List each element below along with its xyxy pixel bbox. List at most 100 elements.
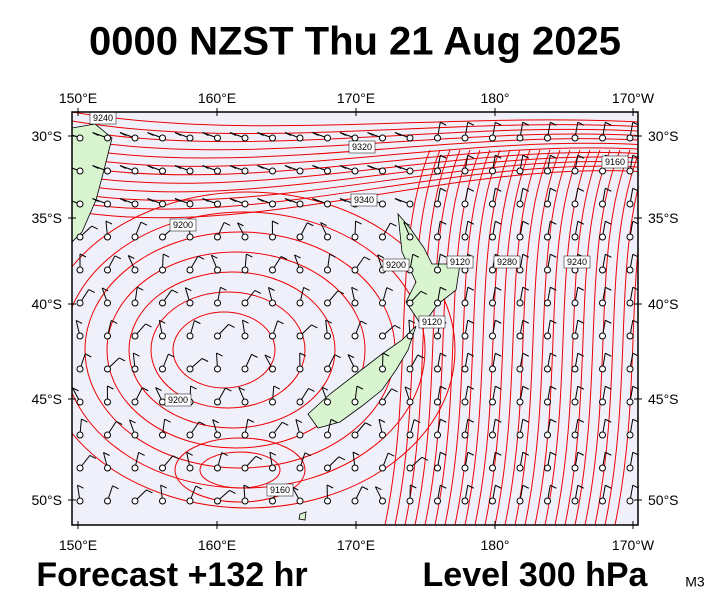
wind-barb-flag (440, 220, 447, 225)
station (214, 332, 221, 340)
station (379, 167, 386, 175)
wind-barb-flag (162, 253, 170, 258)
contour-label: 9240 (567, 257, 587, 267)
contour-label-box (164, 393, 192, 407)
wind-barb-flag (522, 286, 530, 291)
wind-barb-flag (329, 253, 336, 258)
station (434, 200, 441, 208)
wind-barb-flag (394, 324, 401, 329)
contour-label: 9340 (354, 195, 374, 205)
station (571, 200, 579, 208)
wind-barb-flag (312, 165, 319, 169)
station (461, 332, 469, 340)
wind-barb-flag (550, 385, 557, 390)
wind-barb-flag (185, 287, 192, 292)
station (76, 299, 84, 307)
station (379, 200, 386, 208)
station (571, 134, 579, 142)
station (516, 497, 524, 505)
wind-barb-flag (577, 286, 585, 291)
lat-label: 30°S (31, 128, 62, 144)
station (379, 365, 386, 373)
wind-barb-flag (577, 154, 585, 159)
wind-barb-flag (495, 418, 502, 423)
station (516, 167, 524, 175)
station (571, 233, 579, 241)
contour (554, 149, 601, 525)
station (296, 299, 304, 307)
title: 0000 NZST Thu 21 Aug 2025 (89, 20, 621, 64)
contour-label: 9240 (93, 113, 113, 123)
wind-barb-flag (387, 452, 395, 457)
wind-barb-flag (522, 187, 530, 192)
wind-barb-flag (128, 255, 135, 259)
station (269, 497, 276, 505)
station (269, 398, 276, 406)
station (104, 134, 111, 142)
station (434, 365, 441, 373)
station (434, 167, 441, 175)
station (269, 365, 276, 373)
wind-barb-flag (605, 319, 612, 324)
wind-barb-flag (495, 352, 502, 357)
wind-barb-flag (495, 187, 502, 192)
contour (394, 149, 441, 525)
wind-barb-flag (363, 256, 371, 261)
wind-barb-flag (347, 354, 355, 359)
wind-barb-flag (92, 198, 99, 202)
wind-barb-flag (605, 484, 612, 489)
station (351, 365, 359, 373)
station (379, 431, 386, 439)
contour (72, 147, 638, 176)
station (406, 299, 414, 307)
lon-label: 160°E (198, 537, 236, 553)
station (296, 398, 304, 406)
station (104, 464, 111, 472)
station (571, 464, 579, 472)
wind-barb-flag (440, 121, 447, 126)
station (461, 299, 469, 307)
wind-barb-flag (77, 484, 84, 489)
wind-barb-flag (221, 452, 228, 457)
wind-barb-flag (330, 418, 338, 423)
wind-barb-flag (522, 253, 530, 258)
station (461, 365, 469, 373)
station (296, 365, 304, 373)
wind-barb-flag (337, 290, 345, 295)
wind-barb-flag (115, 421, 123, 425)
station (516, 233, 524, 241)
station (324, 431, 331, 439)
wind-barb-flag (351, 286, 358, 291)
station (76, 365, 84, 373)
contour-label-box (348, 140, 376, 154)
wind-barb-flag (550, 352, 557, 357)
wind-barb-flag (410, 484, 417, 489)
wind-barb-flag (325, 319, 332, 324)
station (544, 497, 551, 505)
wind-barb-flag (171, 289, 179, 294)
wind-barb-flag (174, 132, 182, 136)
wind-barb-flag (282, 421, 289, 426)
station (599, 233, 606, 241)
station (76, 398, 84, 406)
station (76, 332, 84, 340)
station (214, 200, 221, 208)
station (324, 266, 331, 274)
station (104, 431, 111, 439)
wind-barb-flag (577, 220, 585, 225)
contour (474, 149, 521, 525)
station (434, 332, 441, 340)
wind-barb-flag (174, 198, 182, 202)
wind-barb-flag (272, 220, 279, 225)
wind-barb-flag (605, 385, 612, 390)
station (214, 497, 221, 505)
wind-barb-flag (467, 319, 475, 324)
station (131, 332, 139, 340)
lat-label: 35°S (648, 210, 679, 226)
wind-barb-flag (247, 418, 255, 423)
wind-barb-flag (237, 222, 244, 227)
station (516, 134, 524, 142)
wind-barb-flag (467, 286, 475, 291)
station (626, 431, 634, 439)
station (434, 266, 441, 274)
